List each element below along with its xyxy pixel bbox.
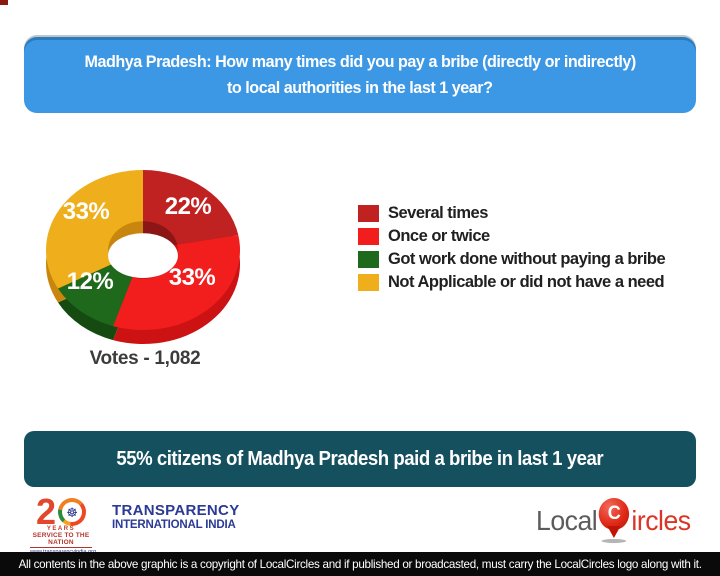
votes-label: Votes - 1,082 [89, 348, 201, 369]
slice-label-once-or-twice: 33% [168, 264, 216, 291]
slice-label-several-times: 22% [164, 193, 212, 220]
location-pin-icon: C [598, 498, 630, 544]
legend-label-several-times: Several times [388, 204, 488, 222]
legend-label-got-work-done: Got work done without paying a bribe [388, 250, 666, 268]
header-banner: Madhya Pradesh: How many times did you p… [24, 37, 696, 113]
localcircles-text-circles: ircles [631, 505, 691, 536]
localcircles-text-local: Local [536, 505, 598, 536]
ashoka-chakra-icon: ☸ [62, 502, 83, 522]
summary-text: 55% citizens of Madhya Pradesh paid a br… [116, 447, 604, 470]
tii-logo: 2 ☸ YEARS SERVICE TO THE NATION www.tran… [30, 491, 280, 555]
summary-banner: 55% citizens of Madhya Pradesh paid a br… [24, 431, 696, 487]
legend-label-not-applicable: Not Applicable or did not have a need [388, 273, 665, 291]
tii-name-line1: TRANSPARENCY [112, 502, 240, 519]
donut-chart [45, 170, 241, 345]
twenty-years-digit: 2 [35, 491, 57, 532]
legend-item-got-work-done: Got work done without paying a bribe [358, 250, 666, 268]
pin-shadow [601, 539, 627, 543]
legend-swatch-several-times [358, 205, 379, 222]
donut-face-layer [45, 170, 241, 331]
corner-artifact [0, 0, 8, 5]
legend-item-several-times: Several times [358, 204, 665, 222]
tii-name: TRANSPARENCY INTERNATIONAL INDIA [112, 503, 240, 532]
header-title-line1: Madhya Pradesh: How many times did you p… [84, 52, 636, 71]
legend-item-not-applicable: Not Applicable or did not have a need [358, 273, 665, 291]
localcircles-logo: Local C ircles [536, 498, 691, 544]
copyright-bar: All contents in the above graphic is a c… [0, 552, 720, 576]
copyright-text: All contents in the above graphic is a c… [18, 557, 702, 571]
legend-item-once-or-twice: Once or twice [358, 227, 665, 245]
chart-legend: Several times Once or twice Got work don… [358, 204, 666, 291]
legend-swatch-once-or-twice [358, 228, 379, 245]
legend-swatch-got-work-done [358, 251, 379, 268]
tii-name-line2: INTERNATIONAL INDIA [112, 519, 236, 531]
twenty-years-ring-icon: ☸ [58, 498, 87, 526]
header-title-line2: to local authorities in the last 1 year? [227, 78, 493, 97]
pin-tail [607, 526, 621, 538]
tii-years-label: YEARS [46, 526, 76, 532]
pin-letter: C [599, 498, 630, 530]
tii-tagline: SERVICE TO THE NATION [32, 532, 90, 546]
legend-swatch-not-applicable [358, 274, 379, 291]
slice-label-got-work-done: 12% [66, 268, 114, 295]
legend-label-once-or-twice: Once or twice [388, 227, 490, 245]
donut-hole [108, 233, 178, 278]
slice-label-not-applicable: 33% [62, 198, 110, 225]
twenty-years-icon: 2 ☸ [30, 491, 92, 532]
